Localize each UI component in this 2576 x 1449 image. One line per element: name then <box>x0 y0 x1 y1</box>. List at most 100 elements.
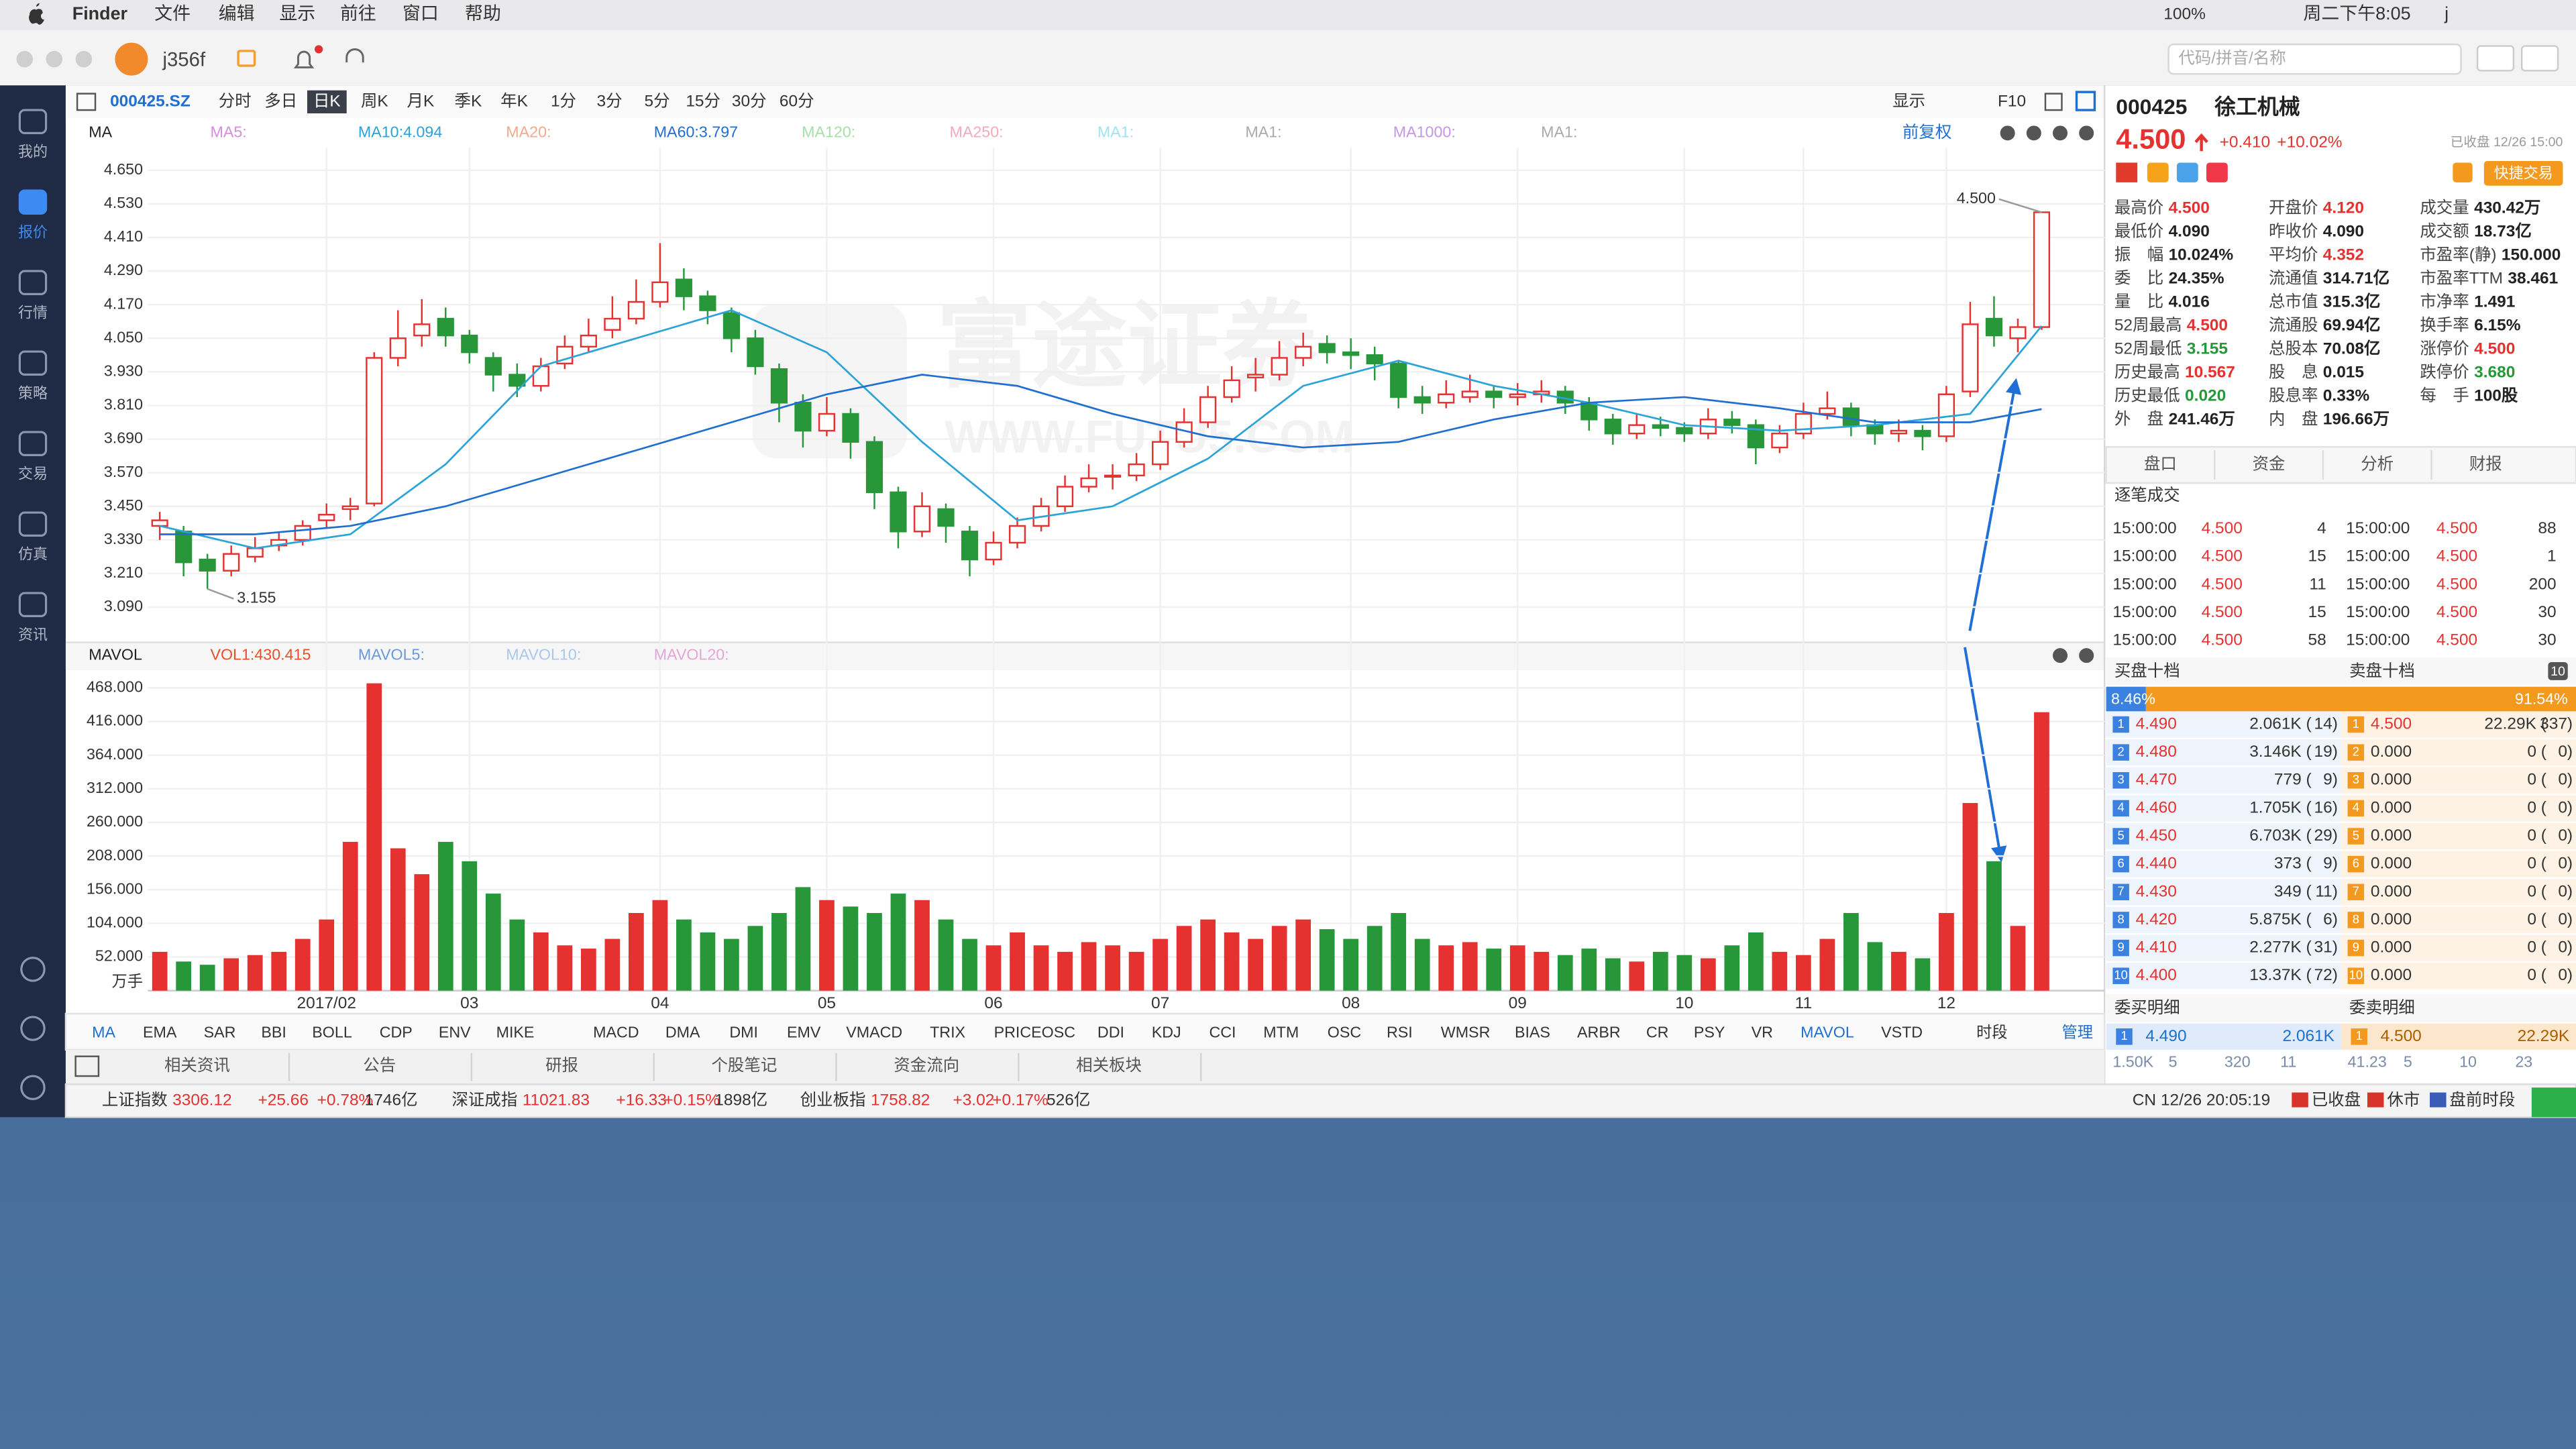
avatar[interactable] <box>115 42 148 76</box>
panel-button[interactable] <box>2075 91 2096 111</box>
menu-item[interactable]: 文件 <box>154 3 191 23</box>
indicator-tab[interactable]: DMA <box>665 1024 700 1041</box>
quote-tab[interactable]: 财报 <box>2469 455 2502 474</box>
chat-button[interactable] <box>2531 1087 2576 1118</box>
indicator-tab[interactable]: MIKE <box>496 1024 535 1041</box>
bottom-tab[interactable]: 个股笔记 <box>711 1056 777 1075</box>
chart-control[interactable] <box>2053 125 2068 141</box>
indicator-tab[interactable]: ARBR <box>1577 1024 1621 1041</box>
quick-trade-button[interactable] <box>2483 161 2563 186</box>
indicator-tab[interactable]: TRIX <box>930 1024 965 1041</box>
depth-toggle[interactable] <box>2548 661 2568 680</box>
indicator-tab[interactable]: CR <box>1646 1024 1669 1041</box>
indicator-tab[interactable]: CCI <box>1209 1024 1236 1041</box>
bottom-tab[interactable]: 公告 <box>363 1056 396 1075</box>
indicator-tab[interactable]: MAVOL <box>1801 1024 1854 1041</box>
apple-icon[interactable] <box>29 3 45 25</box>
period-tab[interactable]: 5分 <box>645 91 670 110</box>
display-menu[interactable]: 显示 <box>1892 92 1925 110</box>
menu-item[interactable]: 前往 <box>340 3 376 23</box>
f10-button[interactable]: F10 <box>1998 92 2026 110</box>
menu-app[interactable]: Finder <box>72 3 128 23</box>
window-minimize[interactable] <box>46 50 63 68</box>
chart-control[interactable] <box>2079 648 2094 663</box>
indicator-tab[interactable]: PRICEOSC <box>994 1024 1075 1041</box>
sidebar-item[interactable]: 交易 <box>18 466 48 482</box>
layout-button[interactable] <box>2520 45 2559 72</box>
menu-item[interactable]: 窗口 <box>402 3 439 23</box>
period-tab[interactable]: 日K <box>313 92 341 110</box>
bell-icon[interactable] <box>293 50 315 68</box>
period-tab[interactable]: 15分 <box>686 91 720 110</box>
skin-button[interactable] <box>2476 45 2515 72</box>
period-tab[interactable]: 30分 <box>732 91 767 110</box>
fullscreen-button[interactable] <box>2044 93 2063 111</box>
indicator-tab[interactable]: MACD <box>593 1024 639 1041</box>
indicator-tab[interactable]: EMV <box>787 1024 821 1041</box>
indicator-tab[interactable]: MA <box>92 1024 115 1041</box>
quote-tab[interactable]: 盘口 <box>2144 455 2177 474</box>
period-tab[interactable]: 分时 <box>219 91 252 110</box>
manage-button[interactable]: 管理 <box>2061 1024 2093 1041</box>
bottom-tab[interactable]: 资金流向 <box>894 1056 959 1075</box>
indicator-tab[interactable]: EMA <box>143 1024 177 1041</box>
sidebar-item[interactable]: 行情 <box>18 305 48 321</box>
period-tab[interactable]: 1分 <box>551 91 576 110</box>
indicator-tab[interactable]: VMACD <box>846 1024 902 1041</box>
bottom-tab[interactable]: 相关资讯 <box>164 1056 230 1075</box>
quick-trade[interactable]: 快捷交易 <box>2494 164 2553 181</box>
period-tab[interactable]: 季K <box>455 91 482 110</box>
indicator-tab[interactable]: BBI <box>261 1024 286 1041</box>
search-box[interactable] <box>2167 43 2462 75</box>
indicator-tab[interactable]: DMI <box>729 1024 758 1041</box>
chart-control[interactable] <box>2079 125 2094 141</box>
sidebar-tool[interactable] <box>20 1075 46 1100</box>
adjust-menu[interactable]: 前复权 <box>1902 123 1951 142</box>
sidebar-tool[interactable] <box>20 957 46 982</box>
indicator-tab[interactable]: VSTD <box>1881 1024 1923 1041</box>
lock-icon[interactable] <box>237 50 256 67</box>
sidebar-item[interactable]: 资讯 <box>18 627 48 643</box>
menu-item[interactable]: 显示 <box>279 3 315 23</box>
quote-tab[interactable]: 资金 <box>2253 455 2286 474</box>
bottom-tab[interactable]: 相关板块 <box>1076 1056 1142 1075</box>
indicator-tab[interactable]: SAR <box>204 1024 236 1041</box>
panel-toggle[interactable] <box>74 1055 100 1077</box>
indicator-tab[interactable]: CDP <box>380 1024 413 1041</box>
depth-count[interactable]: 10 <box>2551 664 2565 679</box>
indicator-tab[interactable]: BIAS <box>1515 1024 1550 1041</box>
indicator-tab[interactable]: KDJ <box>1152 1024 1181 1041</box>
period-tab[interactable]: 多日 <box>264 91 297 110</box>
indicator-tab[interactable]: MTM <box>1263 1024 1299 1041</box>
indicator-tab[interactable]: PSY <box>1694 1024 1725 1041</box>
bell-button[interactable] <box>2453 162 2473 182</box>
period-tab[interactable]: 60分 <box>780 91 814 110</box>
period-tab[interactable]: 月K <box>407 92 435 110</box>
indicator-tab[interactable]: ENV <box>439 1024 471 1041</box>
indicator-tab[interactable]: RSI <box>1387 1024 1413 1041</box>
sidebar-item[interactable]: 仿真 <box>18 546 48 563</box>
sidebar-tool[interactable] <box>20 1016 46 1041</box>
window-close[interactable] <box>16 50 33 68</box>
sidebar-item[interactable]: 策略 <box>18 385 48 402</box>
indicator-tab[interactable]: OSC <box>1328 1024 1361 1041</box>
chart-control[interactable] <box>2026 125 2041 141</box>
indicator-tab[interactable]: BOLL <box>312 1024 352 1041</box>
bottom-tab[interactable]: 研报 <box>545 1056 578 1075</box>
indicator-tab[interactable]: 时段 <box>1976 1024 2008 1041</box>
period-tab[interactable]: 年K <box>500 91 528 110</box>
indicator-tab[interactable]: VR <box>1752 1024 1773 1041</box>
period-tab[interactable]: 周K <box>361 92 388 110</box>
sidebar-item[interactable]: 报价 <box>18 224 48 241</box>
sidebar-item[interactable]: 我的 <box>18 144 48 160</box>
menu-item[interactable]: 帮助 <box>465 3 501 23</box>
menu-item[interactable]: 编辑 <box>219 3 255 23</box>
period-tab[interactable]: 3分 <box>597 91 623 110</box>
quote-tab[interactable]: 分析 <box>2361 455 2394 474</box>
service-icon[interactable] <box>345 48 364 63</box>
chart-control[interactable] <box>2000 125 2015 141</box>
window-zoom[interactable] <box>75 50 93 68</box>
fav-icon[interactable] <box>2206 162 2228 182</box>
chart-control[interactable] <box>2053 648 2068 663</box>
indicator-tab[interactable]: DDI <box>1097 1024 1124 1041</box>
